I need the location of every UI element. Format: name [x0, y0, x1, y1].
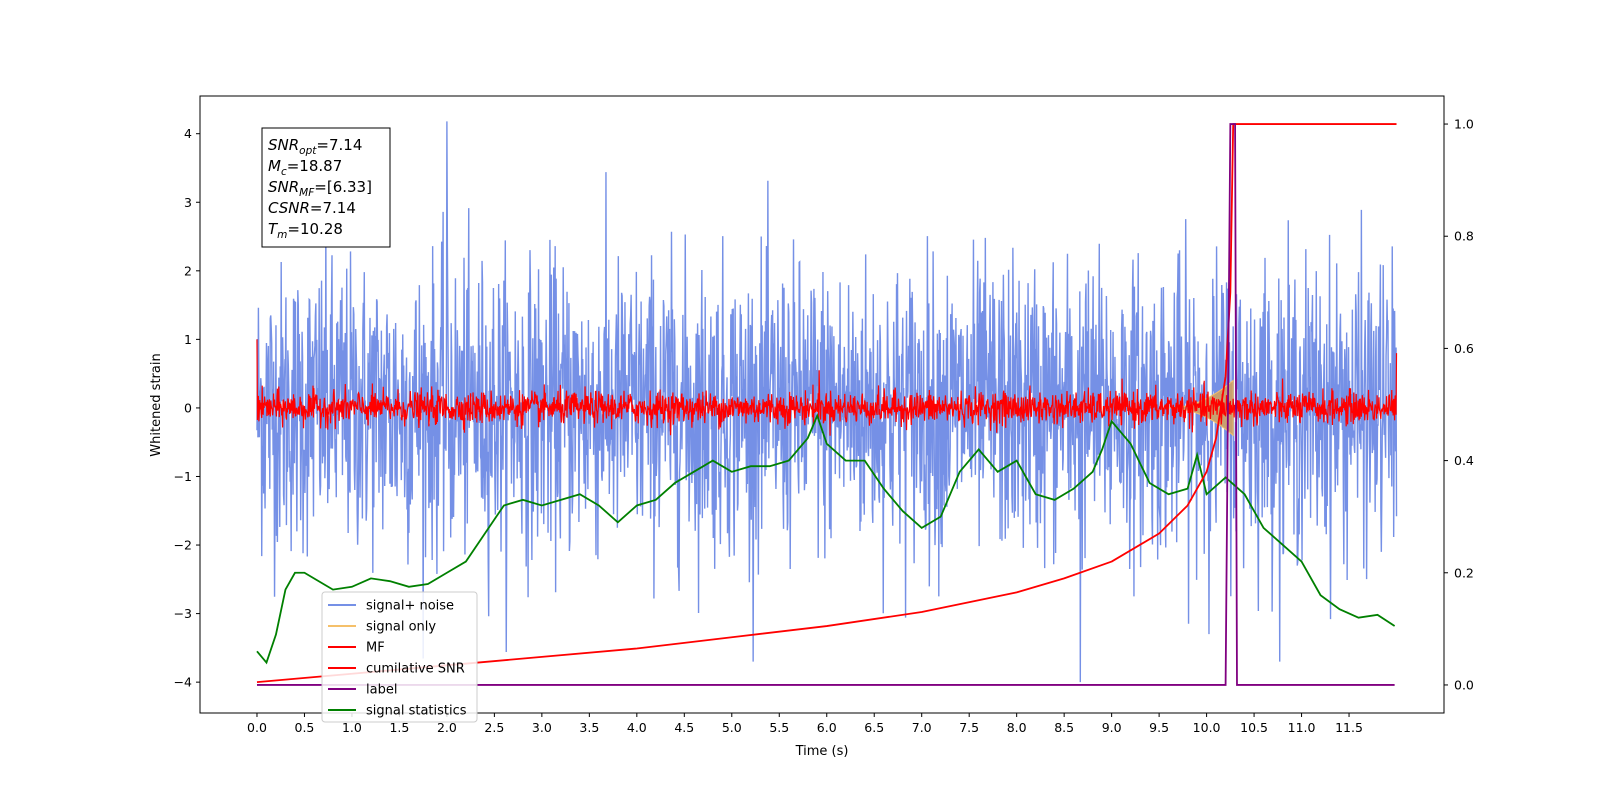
x-tick-label: 1.5	[389, 720, 409, 735]
legend-entry: label	[366, 683, 397, 698]
legend-frame	[321, 591, 478, 723]
x-tick-label: 3.0	[532, 720, 552, 735]
y-tick-label: −1	[174, 469, 192, 484]
x-tick-label: 11.5	[1335, 720, 1363, 735]
y-right-tick-label: 1.0	[1454, 117, 1474, 132]
info-line: CSNR=7.14	[268, 199, 356, 217]
y-right-tick-label: 0.0	[1454, 677, 1474, 692]
y-tick-label: 3	[184, 195, 192, 210]
y-tick-label: 4	[184, 126, 192, 141]
series-label	[256, 123, 1395, 686]
legend-entry: signal only	[366, 620, 436, 635]
series-mf	[256, 339, 1398, 436]
y-right-tick-label: 0.8	[1454, 229, 1474, 244]
plot-frame	[199, 95, 1445, 714]
y-tick-label: 2	[184, 263, 192, 278]
x-tick-label: 8.5	[1054, 720, 1074, 735]
x-tick-label: 8.0	[1007, 720, 1027, 735]
y-tick-label: 1	[184, 332, 192, 347]
info-line: Mc=18.87	[268, 157, 342, 178]
y-tick-label: −2	[174, 538, 192, 553]
x-axis: 0.0 0.5 1.0 1.5 2.0 2.5 3.0 3.5 4.0 4.5 5.0 5.5 6.0 6…	[247, 713, 1363, 735]
x-tick-label: 0.0	[247, 720, 267, 735]
x-tick-label: 6.5	[864, 720, 884, 735]
legend-entry: signal statistics	[366, 704, 467, 719]
x-axis-label: Time (s)	[795, 744, 849, 759]
legend-entry: signal+ noise	[366, 599, 454, 614]
x-tick-label: 9.5	[1149, 720, 1169, 735]
x-tick-label: 4.5	[674, 720, 694, 735]
x-tick-label: 0.5	[295, 720, 315, 735]
y-right-tick-label: 0.4	[1454, 453, 1474, 468]
x-tick-label: 9.0	[1102, 720, 1122, 735]
info-box: SNRopt=7.14Mc=18.87SNRMF=[6.33]CSNR=7.14…	[261, 127, 391, 248]
x-tick-label: 4.0	[627, 720, 647, 735]
x-tick-label: 7.5	[959, 720, 979, 735]
legend-entry: cumilative SNR	[366, 662, 465, 677]
legend: signal+ noise signal only MF cumilative SNR…	[321, 591, 478, 723]
x-tick-label: 2.5	[484, 720, 504, 735]
x-tick-label: 7.0	[912, 720, 932, 735]
x-tick-label: 2.0	[437, 720, 457, 735]
info-line: SNRMF=[6.33]	[268, 178, 372, 199]
series-signal-noise	[256, 121, 1398, 683]
x-tick-label: 10.5	[1240, 720, 1268, 735]
legend-entry: MF	[366, 641, 385, 656]
x-tick-label: 5.0	[722, 720, 742, 735]
info-line: SNRopt=7.14	[268, 136, 362, 157]
x-tick-label: 5.5	[769, 720, 789, 735]
x-tick-label: 6.0	[817, 720, 837, 735]
y-axis-left: 4 3 2 1 0 −1 −2 −3 −4	[174, 126, 200, 690]
y-tick-label: −4	[174, 675, 192, 690]
x-tick-label: 10.0	[1193, 720, 1221, 735]
info-line: Tm=10.28	[268, 220, 343, 241]
y-right-tick-label: 0.6	[1454, 341, 1474, 356]
x-tick-label: 11.0	[1288, 720, 1316, 735]
series-cumulative-snr	[256, 123, 1397, 684]
y-axis-label: Whitened strain	[149, 353, 164, 456]
x-tick-label: 3.5	[579, 720, 599, 735]
y-axis-right: 1.0 0.8 0.6 0.4 0.2 0.0	[1444, 117, 1474, 692]
plot-area	[256, 121, 1398, 686]
x-tick-label: 1.0	[342, 720, 362, 735]
info-box-frame	[261, 127, 391, 248]
y-tick-label: 0	[184, 400, 192, 415]
y-tick-label: −3	[174, 606, 192, 621]
y-right-tick-label: 0.2	[1454, 565, 1474, 580]
series-signal-statistics	[256, 413, 1396, 665]
